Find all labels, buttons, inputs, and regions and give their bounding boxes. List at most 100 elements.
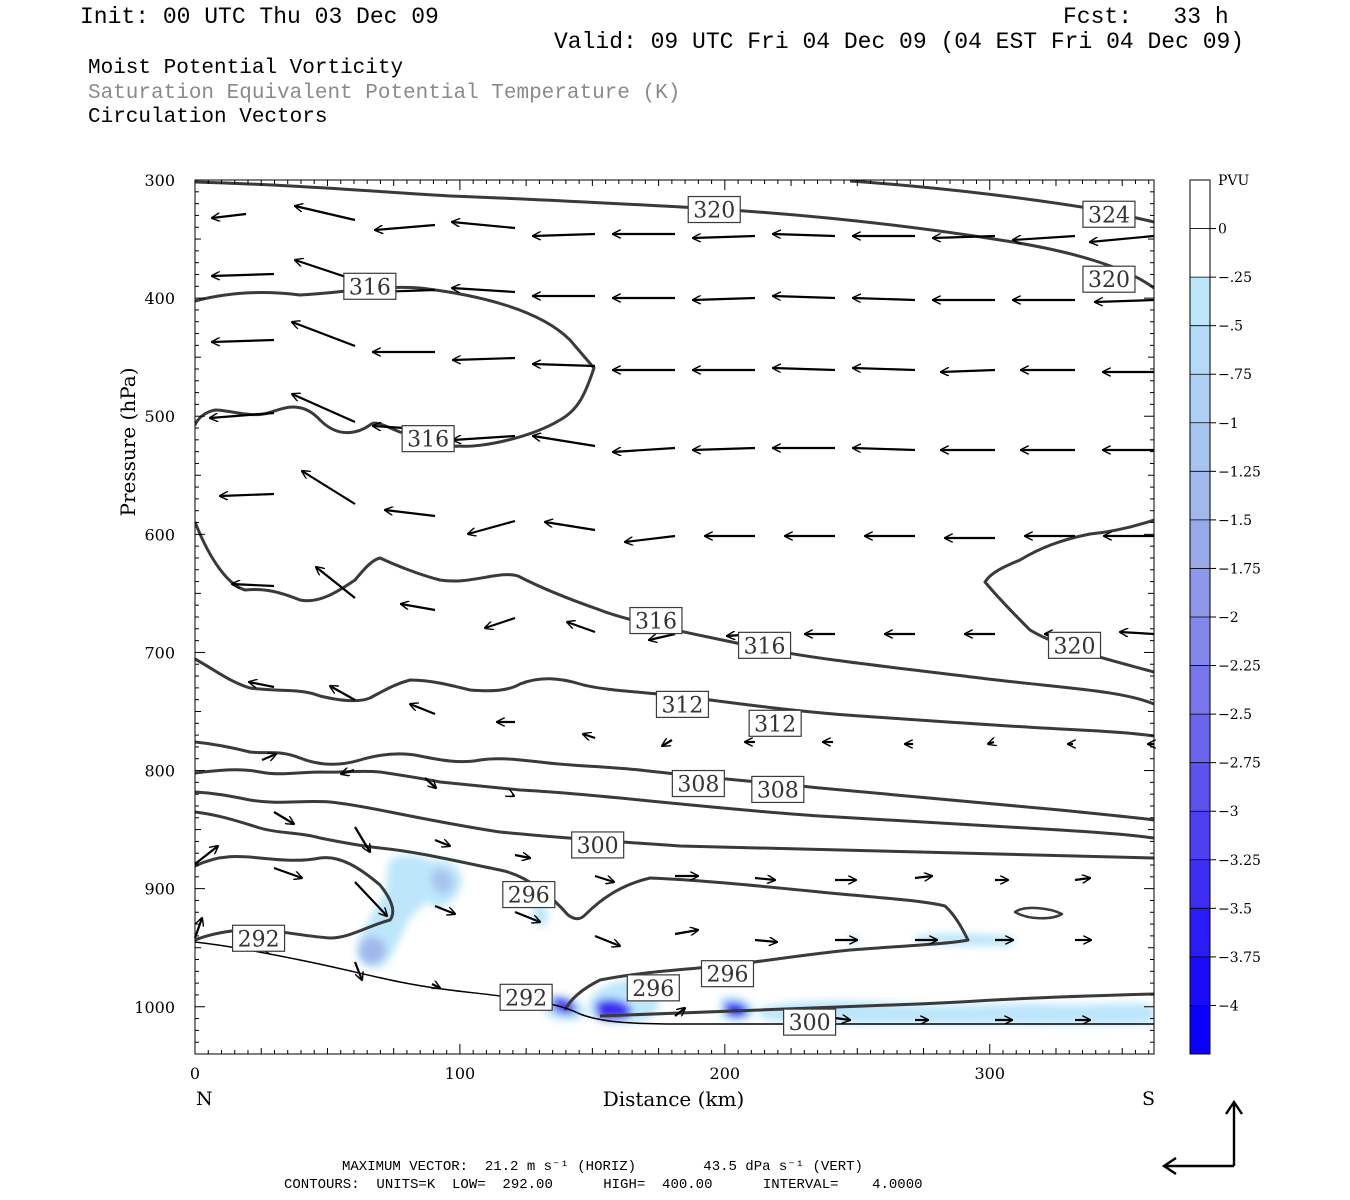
vector [1095,300,1155,302]
forecast-hour: Fcst: 33 h [1063,4,1229,30]
contour-316-upper [195,285,596,448]
vector [853,368,916,370]
contour-label: 296 [626,974,680,1002]
vector [424,777,436,788]
vector [834,1018,850,1020]
contour-label: 316 [737,631,792,659]
vector [401,604,436,612]
vector [514,910,540,922]
vector [302,471,356,505]
y-tick-label: 500 [144,407,175,426]
vector [385,510,436,518]
colorbar-swatch [1190,859,1210,909]
vector [354,881,387,916]
pv-region [431,868,454,894]
contour-label: 292 [231,924,286,952]
vector [273,866,302,878]
contour-label: 312 [655,690,710,718]
vector [693,236,756,238]
colorbar-swatch [1190,471,1210,521]
contour-label: 292 [499,983,553,1011]
vector [567,622,596,634]
vector [330,686,356,701]
colorbar-units: PVU [1218,173,1250,189]
contour-label: 296 [700,960,755,988]
contour-label: 316 [343,272,397,300]
max-vector-info: MAXIMUM VECTOR: 21.2 m s⁻¹ (HORIZ) 43.5 … [342,1159,863,1175]
y-tick-label: 800 [144,762,175,781]
colorbar-swatch [1190,422,1210,472]
vector [853,298,916,300]
vector [693,448,756,450]
vector [220,494,275,496]
minor-ticks [194,179,1154,1055]
vector [292,322,356,348]
svg-text:308: 308 [757,778,799,803]
x-tick-label: 0 [190,1064,200,1083]
colorbar-label: −3.5 [1218,901,1252,917]
vector [193,918,202,939]
vector [1120,632,1155,634]
svg-text:292: 292 [505,986,547,1011]
vector [1074,878,1090,880]
colorbar-swatch [1190,665,1210,715]
vector [410,704,436,716]
vector [533,234,596,236]
contour-label: 308 [671,769,725,798]
vector [452,288,516,294]
vector [468,519,516,534]
colorbar-swatch [1190,228,1210,278]
contour-label: 316 [401,425,455,453]
contour-label: 320 [1047,631,1102,659]
contour-labels: 320 324 320 316 316 316 316 320 312 312 308 308 300 2… [231,195,1136,1036]
svg-text:324: 324 [1088,203,1130,228]
contour-label: 316 [629,606,683,635]
colorbar-swatch [1190,180,1210,230]
vector [625,534,676,542]
vector [853,448,916,450]
vector [354,826,370,852]
contour-label: 300 [571,831,625,859]
svg-text:320: 320 [1088,268,1130,293]
field-title-theta-es: Saturation Equivalent Potential Temperat… [88,82,681,105]
vector [485,616,516,628]
contour-300 [195,790,1154,860]
colorbar-label: −.25 [1218,270,1252,286]
contour-316-mid [195,521,1154,706]
y-tick-label: 300 [144,171,175,190]
contour-small-closed [1013,906,1064,920]
vector [232,584,275,586]
vector [754,878,775,880]
pv-region [359,937,386,965]
vector [434,840,450,846]
valid-time: Valid: 09 UTC Fri 04 Dec 09 (04 EST Fri … [554,29,1245,55]
colorbar-label: −.75 [1218,367,1252,383]
colorbar-swatch [1190,956,1210,1006]
vector [261,754,276,760]
colorbar-label: −.5 [1218,319,1243,335]
x-tick-label: 200 [710,1064,741,1083]
colorbar-swatch [1190,325,1210,375]
colorbar-label: −2.75 [1218,756,1261,772]
y-tick-label: 1000 [134,998,175,1017]
vector [194,846,218,865]
contour-label: 308 [751,775,805,803]
contour-324 [849,180,1154,224]
vector [914,876,932,878]
vector [662,740,673,746]
reference-vector-arrows-icon [1161,1099,1243,1175]
vector [773,234,836,236]
svg-text:300: 300 [577,834,619,859]
y-tick-label: 900 [144,880,175,899]
theta-es-contours [195,180,1154,1018]
svg-text:296: 296 [632,977,674,1002]
vector [545,522,596,532]
vector [1013,234,1076,240]
svg-text:316: 316 [349,275,391,300]
x-tick-label: 100 [445,1064,476,1083]
vector [514,855,530,858]
vector [273,811,294,824]
y-tick-label: 400 [144,289,175,308]
vector [210,411,275,418]
colorbar-label: −1.75 [1218,561,1261,577]
